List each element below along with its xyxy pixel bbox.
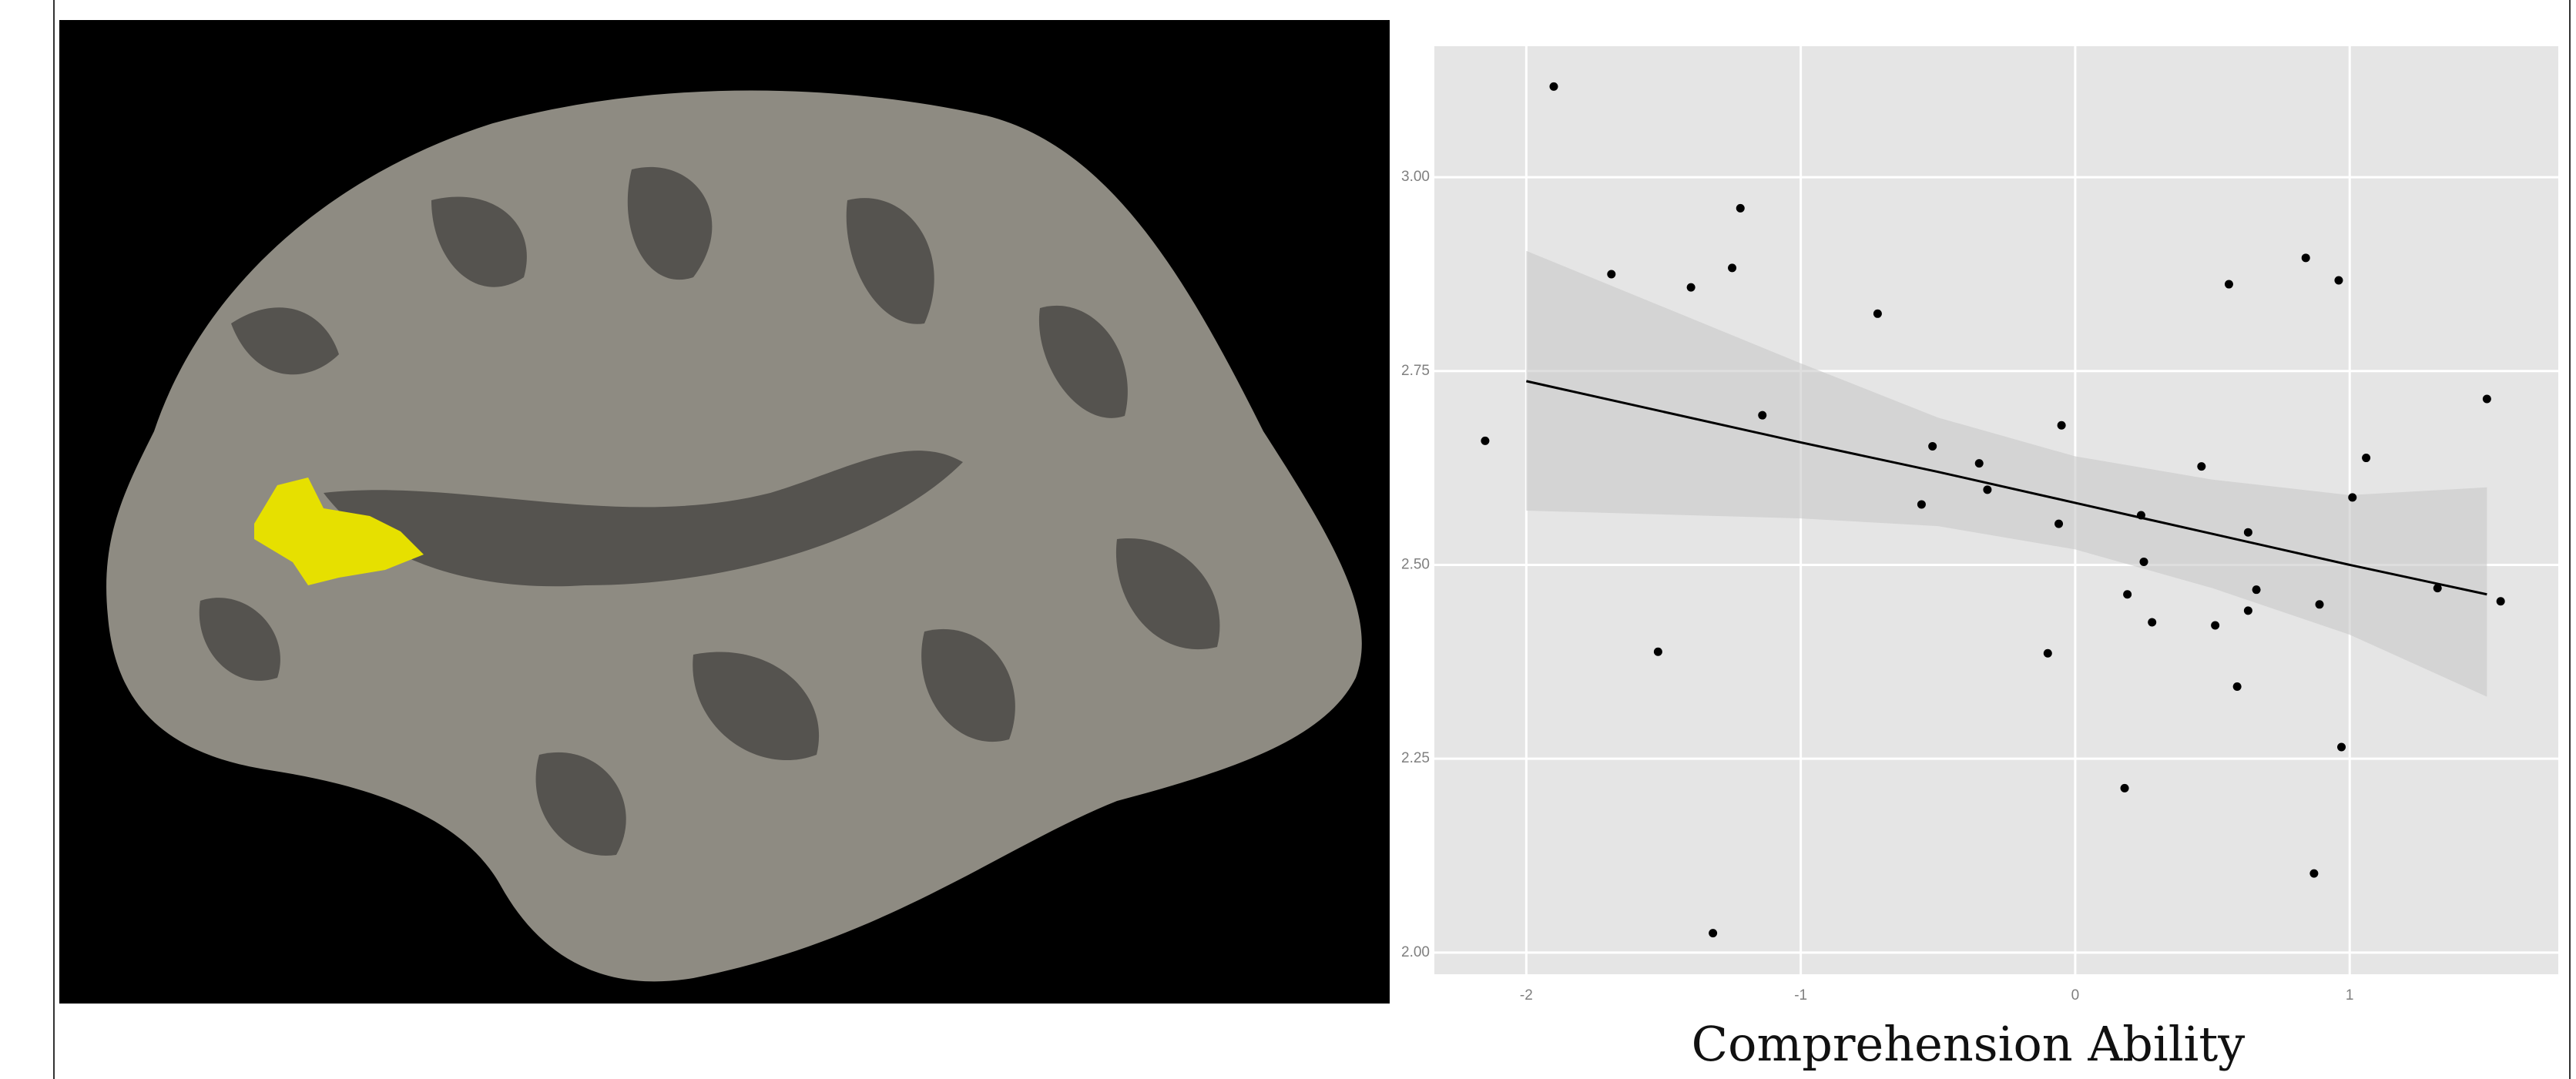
brain-image	[59, 20, 1390, 1004]
y-tick-label: 3.00	[1401, 169, 1430, 185]
data-point	[1928, 442, 1937, 451]
data-point	[1687, 283, 1696, 292]
x-tick-label: -1	[1794, 987, 1807, 1004]
data-point	[1709, 929, 1717, 937]
data-point	[2054, 520, 2063, 528]
y-tick-label: 2.25	[1401, 750, 1430, 766]
data-point	[2148, 618, 2156, 626]
data-point	[1481, 437, 1489, 445]
data-point	[2121, 784, 2129, 792]
data-point	[2316, 600, 2324, 608]
data-point	[2197, 462, 2205, 471]
y-tick-label: 2.00	[1401, 944, 1430, 960]
data-point	[2348, 493, 2356, 501]
data-point	[1654, 648, 1662, 656]
data-point	[2433, 584, 2442, 592]
data-point	[2244, 606, 2252, 615]
data-point	[1549, 82, 1558, 91]
data-point	[2233, 682, 2242, 691]
data-point	[2058, 421, 2066, 430]
data-point	[1607, 270, 1615, 278]
data-point	[2483, 395, 2491, 404]
y-tick-label: 2.75	[1401, 363, 1430, 379]
data-point	[2252, 585, 2261, 594]
page: {"chart_data": { "type": "scatter", "x_l…	[0, 0, 2576, 1079]
data-point	[2334, 276, 2343, 285]
data-point	[2497, 597, 2505, 605]
data-point	[2337, 743, 2346, 752]
data-point	[2140, 558, 2148, 566]
data-point	[2137, 511, 2145, 520]
data-point	[1975, 459, 1984, 467]
data-point	[1736, 204, 1745, 213]
data-point	[1758, 411, 1766, 420]
data-point	[1983, 485, 1991, 494]
data-point	[2211, 621, 2219, 629]
data-point	[1917, 500, 1926, 508]
data-point	[2225, 280, 2233, 289]
data-point	[2123, 590, 2132, 598]
data-point	[2044, 649, 2052, 658]
y-tick-label: 2.50	[1401, 556, 1430, 572]
x-tick-label: 0	[2071, 987, 2080, 1004]
data-point	[2362, 454, 2370, 462]
data-point	[1728, 263, 1736, 272]
figure: Comprehension Ability 2.00 2.25 2.50 2.75 3.…	[0, 0, 2576, 1079]
data-point	[1873, 310, 1882, 318]
x-tick-label: 1	[2346, 987, 2354, 1004]
data-point	[2309, 870, 2318, 878]
data-point	[2302, 253, 2310, 262]
x-tick-label: -2	[1520, 987, 1533, 1004]
x-axis-title: Comprehension Ability	[1692, 1016, 2246, 1072]
data-point	[2244, 528, 2252, 537]
